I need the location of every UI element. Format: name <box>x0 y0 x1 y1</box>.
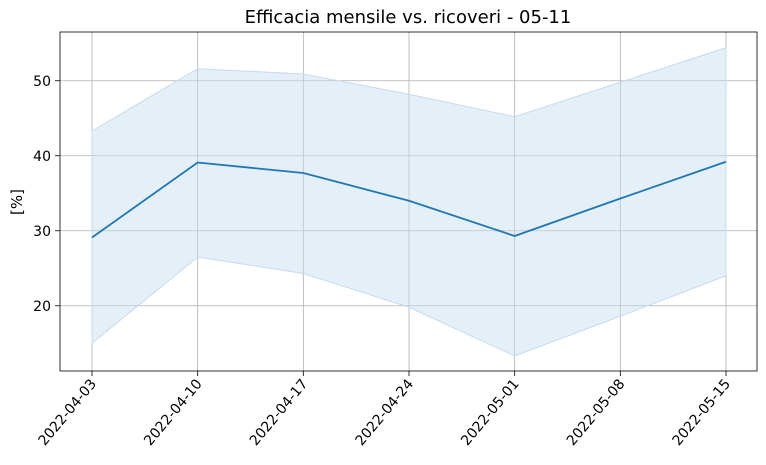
y-tick-label: 20 <box>33 299 51 315</box>
grid <box>60 32 757 371</box>
y-axis-ticks: 20 30 40 50 <box>33 74 60 315</box>
y-tick-label: 50 <box>33 74 51 90</box>
x-axis-ticks: 2022-04-03 2022-04-10 2022-04-17 2022-04-24… <box>36 371 735 449</box>
series-line <box>91 160 727 239</box>
y-tick-label: 30 <box>33 224 51 240</box>
y-axis-label: [%] <box>8 189 26 215</box>
chart-title: Efficacia mensile vs. ricoveri - 05-11 <box>245 7 572 28</box>
x-tick-label: 2022-04-17 <box>247 376 312 449</box>
confidence-band <box>91 47 727 357</box>
x-tick-label: 2022-05-15 <box>670 376 735 449</box>
x-tick-label: 2022-04-24 <box>353 376 418 449</box>
x-tick-label: 2022-04-10 <box>141 376 206 449</box>
x-tick-label: 2022-04-03 <box>36 376 101 449</box>
y-tick-label: 40 <box>33 149 51 165</box>
plot-frame <box>59 31 758 372</box>
band-area <box>91 47 727 357</box>
x-tick-label: 2022-05-01 <box>458 376 523 449</box>
x-tick-label: 2022-05-08 <box>564 376 629 449</box>
